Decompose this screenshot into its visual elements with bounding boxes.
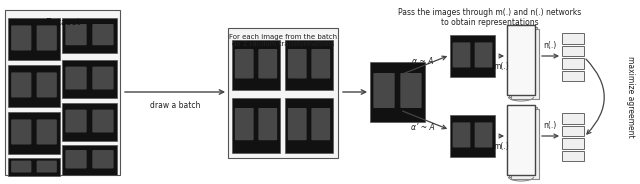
FancyBboxPatch shape: [259, 108, 277, 140]
FancyBboxPatch shape: [373, 73, 395, 108]
Text: n(.): n(.): [543, 121, 557, 130]
Text: α’ ~ A: α’ ~ A: [411, 123, 435, 132]
Text: draw a batch: draw a batch: [150, 101, 200, 110]
FancyBboxPatch shape: [312, 108, 330, 140]
Text: Pass the images through m(.) and n(.) networks
to obtain representations: Pass the images through m(.) and n(.) ne…: [398, 8, 582, 27]
FancyBboxPatch shape: [235, 49, 253, 79]
FancyBboxPatch shape: [562, 113, 584, 123]
FancyBboxPatch shape: [36, 161, 57, 173]
FancyBboxPatch shape: [562, 125, 584, 136]
FancyBboxPatch shape: [235, 108, 253, 140]
FancyBboxPatch shape: [8, 18, 60, 60]
FancyBboxPatch shape: [92, 110, 114, 132]
FancyBboxPatch shape: [509, 27, 537, 97]
Text: n(.): n(.): [543, 41, 557, 50]
FancyBboxPatch shape: [507, 105, 535, 175]
Text: Dataset: Dataset: [45, 18, 80, 27]
FancyBboxPatch shape: [507, 25, 535, 95]
FancyBboxPatch shape: [92, 67, 114, 89]
FancyBboxPatch shape: [370, 62, 425, 122]
FancyBboxPatch shape: [562, 151, 584, 161]
FancyBboxPatch shape: [65, 110, 86, 132]
FancyBboxPatch shape: [475, 122, 492, 148]
Text: m(.): m(.): [493, 62, 509, 71]
FancyBboxPatch shape: [562, 70, 584, 81]
FancyBboxPatch shape: [232, 98, 280, 153]
FancyArrowPatch shape: [586, 59, 604, 134]
FancyBboxPatch shape: [285, 40, 333, 90]
FancyBboxPatch shape: [92, 150, 114, 169]
FancyBboxPatch shape: [65, 150, 86, 169]
FancyBboxPatch shape: [62, 18, 117, 53]
FancyBboxPatch shape: [312, 49, 330, 79]
FancyBboxPatch shape: [509, 107, 537, 177]
FancyBboxPatch shape: [11, 72, 31, 98]
FancyBboxPatch shape: [562, 33, 584, 43]
FancyBboxPatch shape: [36, 72, 57, 98]
FancyBboxPatch shape: [232, 40, 280, 90]
FancyBboxPatch shape: [65, 24, 86, 45]
FancyBboxPatch shape: [507, 105, 535, 175]
FancyBboxPatch shape: [62, 103, 117, 141]
FancyBboxPatch shape: [401, 73, 422, 108]
FancyBboxPatch shape: [36, 119, 57, 144]
FancyBboxPatch shape: [511, 29, 539, 99]
FancyBboxPatch shape: [62, 60, 117, 98]
FancyBboxPatch shape: [475, 42, 492, 68]
FancyBboxPatch shape: [62, 145, 117, 175]
FancyBboxPatch shape: [288, 108, 307, 140]
FancyBboxPatch shape: [259, 49, 277, 79]
FancyBboxPatch shape: [450, 115, 495, 157]
FancyBboxPatch shape: [452, 122, 470, 148]
FancyBboxPatch shape: [11, 25, 31, 50]
FancyBboxPatch shape: [11, 161, 31, 173]
Text: α ~ A: α ~ A: [412, 56, 434, 66]
FancyBboxPatch shape: [5, 10, 120, 175]
Text: For each image from the batch
do 2 random transformations: For each image from the batch do 2 rando…: [229, 34, 337, 47]
FancyBboxPatch shape: [228, 28, 338, 158]
FancyBboxPatch shape: [65, 67, 86, 89]
FancyBboxPatch shape: [11, 119, 31, 144]
FancyBboxPatch shape: [288, 49, 307, 79]
FancyBboxPatch shape: [8, 158, 60, 176]
FancyBboxPatch shape: [507, 25, 535, 95]
FancyBboxPatch shape: [450, 35, 495, 77]
FancyBboxPatch shape: [562, 58, 584, 68]
FancyBboxPatch shape: [8, 65, 60, 107]
FancyBboxPatch shape: [562, 138, 584, 148]
FancyBboxPatch shape: [8, 112, 60, 154]
FancyBboxPatch shape: [36, 25, 57, 50]
FancyBboxPatch shape: [452, 42, 470, 68]
Text: maximize agreement: maximize agreement: [625, 56, 634, 138]
FancyBboxPatch shape: [562, 45, 584, 56]
FancyBboxPatch shape: [92, 24, 114, 45]
FancyBboxPatch shape: [285, 98, 333, 153]
Text: m(.): m(.): [493, 142, 509, 151]
FancyBboxPatch shape: [511, 109, 539, 179]
